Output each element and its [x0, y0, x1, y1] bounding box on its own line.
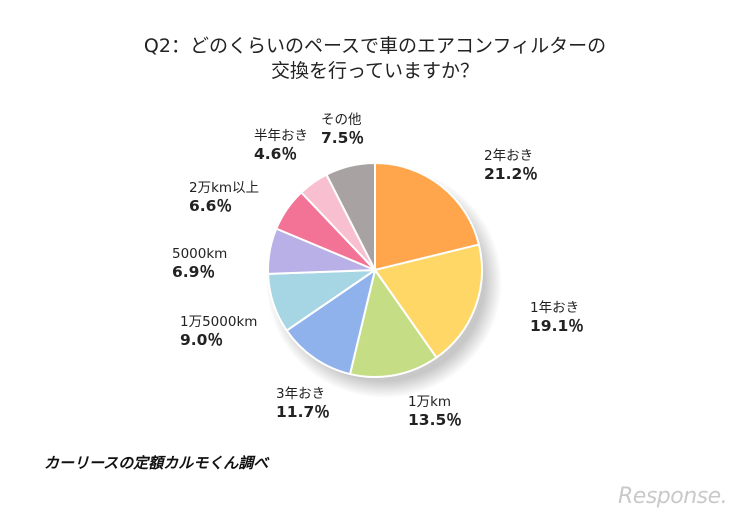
slice-percent-label: 9.0％ [180, 331, 223, 349]
pie-slice [374, 161, 481, 272]
source-note: カーリースの定額カルモくん調べ [44, 454, 269, 472]
slice-label: 1万5000km [180, 314, 257, 330]
chart-title-line-2: 交換を行っていますか？ [270, 60, 480, 82]
slice-label: 1年おき [530, 300, 579, 316]
pie-slice [285, 267, 377, 376]
pie-slice [348, 267, 438, 378]
chart-title: Q2：どのくらいのペースで車のエアコンフィルターの 交換を行っていますか？ [0, 34, 750, 84]
slice-percent-label: 11.7％ [276, 403, 330, 421]
pie-slice [373, 243, 483, 359]
slice-label: その他 [321, 112, 362, 128]
slice-percent-label: 7.5％ [321, 129, 364, 147]
slice-label: 1万km [408, 394, 451, 410]
slice-percent-label: 21.2％ [484, 165, 538, 183]
slice-label: 2年おき [484, 148, 533, 164]
response-logo: Response. [618, 484, 728, 509]
slice-label: 5000km [172, 246, 227, 262]
slice-percent-label: 4.6％ [254, 145, 297, 163]
pie-slice [325, 161, 376, 271]
pie-slices [267, 161, 483, 378]
slice-percent-label: 19.1％ [530, 317, 584, 335]
slice-percent-label: 6.9％ [172, 263, 215, 281]
slice-label: 2万km以上 [189, 180, 259, 196]
slice-label: 3年おき [276, 386, 325, 402]
slice-percent-label: 6.6％ [189, 197, 232, 215]
slice-label: 半年おき [254, 128, 308, 144]
chart-title-line-1: Q2：どのくらいのペースで車のエアコンフィルターの [143, 35, 607, 57]
slice-percent-label: 13.5％ [408, 411, 462, 429]
